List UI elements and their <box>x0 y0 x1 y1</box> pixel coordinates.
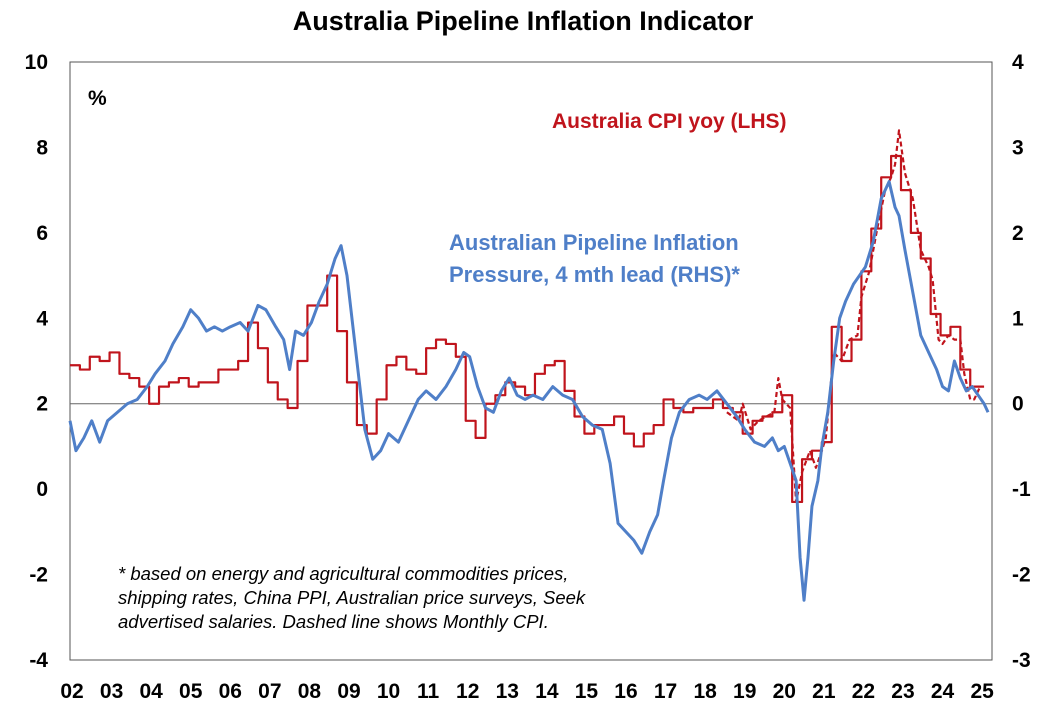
pipeline-annotation-line1: Australian Pipeline Inflation <box>449 230 739 255</box>
right-tick-label: -3 <box>1012 649 1031 672</box>
x-tick-label: 21 <box>812 680 836 703</box>
chart-title: Australia Pipeline Inflation Indicator <box>293 6 754 36</box>
footnote-line2: shipping rates, China PPI, Australian pr… <box>118 587 587 608</box>
x-tick-label: 23 <box>891 680 914 703</box>
x-tick-label: 05 <box>179 680 203 703</box>
right-tick-label: 3 <box>1012 136 1024 159</box>
right-tick-label: 0 <box>1012 393 1024 416</box>
cpi-annotation: Australia CPI yoy (LHS) <box>552 110 787 133</box>
plot-frame <box>69 61 993 661</box>
footnote-line1: * based on energy and agricultural commo… <box>118 563 568 584</box>
x-tick-label: 16 <box>614 680 637 703</box>
left-tick-label: 6 <box>36 222 48 245</box>
right-tick-label: 2 <box>1012 222 1024 245</box>
left-tick-label: 4 <box>36 307 48 330</box>
x-tick-label: 12 <box>456 680 479 703</box>
x-tick-label: 11 <box>417 680 440 703</box>
right-tick-label: -2 <box>1012 564 1031 587</box>
right-tick-label: -1 <box>1012 478 1031 501</box>
pipeline-annotation-line2: Pressure, 4 mth lead (RHS)* <box>449 262 740 287</box>
left-tick-label: 10 <box>25 51 48 74</box>
x-tick-label: 15 <box>575 680 599 703</box>
left-tick-label: -2 <box>29 564 48 587</box>
x-tick-label: 07 <box>258 680 281 703</box>
x-tick-label: 09 <box>337 680 360 703</box>
series-group <box>68 129 990 602</box>
cpi-monthly-dashed-line <box>726 129 982 504</box>
x-tick-label: 20 <box>773 680 796 703</box>
left-axis: 10 8 6 4 2 0 -2 -4 <box>25 51 49 672</box>
x-tick-label: 19 <box>733 680 756 703</box>
x-tick-label: 25 <box>970 680 994 703</box>
x-tick-label: 22 <box>852 680 875 703</box>
cpi-quarterly-line <box>70 154 985 504</box>
right-axis: 4 3 2 1 0 -1 -2 -3 <box>1012 51 1031 672</box>
x-tick-label: 08 <box>298 680 322 703</box>
left-tick-label: 0 <box>36 478 48 501</box>
x-tick-label: 13 <box>496 680 519 703</box>
right-tick-label: 1 <box>1012 307 1024 330</box>
left-tick-label: -4 <box>29 649 48 672</box>
x-tick-label: 02 <box>60 680 83 703</box>
pipeline-inflation-line <box>68 180 990 602</box>
x-tick-label: 14 <box>535 680 559 703</box>
x-tick-label: 06 <box>219 680 242 703</box>
x-axis: 02 03 04 05 06 07 08 09 10 11 12 13 14 15 16 17 18 19 20 21… <box>60 680 994 703</box>
left-tick-label: 2 <box>36 393 48 416</box>
x-tick-label: 03 <box>100 680 123 703</box>
right-tick-label: 4 <box>1012 51 1024 74</box>
footnote-line3: advertised salaries. Dashed line shows M… <box>118 611 549 632</box>
x-tick-label: 17 <box>654 680 677 703</box>
y-unit-label: % <box>88 87 107 110</box>
left-tick-label: 8 <box>36 136 48 159</box>
x-tick-label: 10 <box>377 680 400 703</box>
x-tick-label: 04 <box>139 680 163 703</box>
x-tick-label: 24 <box>931 680 955 703</box>
x-tick-label: 18 <box>693 680 717 703</box>
